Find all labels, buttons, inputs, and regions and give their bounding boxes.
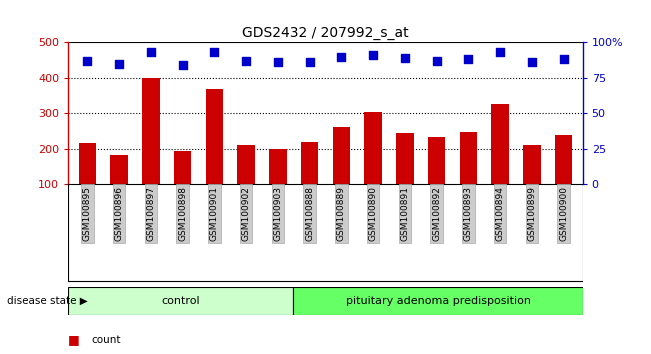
Point: [178, 62, 188, 68]
Bar: [460, 132, 477, 184]
Bar: [238, 145, 255, 184]
Text: GSM100888: GSM100888: [305, 186, 314, 241]
Bar: [555, 135, 572, 184]
Bar: [206, 88, 223, 184]
Point: [209, 50, 219, 55]
Point: [559, 57, 569, 62]
Bar: [294, 287, 583, 315]
Bar: [111, 155, 128, 184]
Text: GSM100903: GSM100903: [273, 186, 283, 241]
Text: GSM100895: GSM100895: [83, 186, 92, 241]
Bar: [428, 137, 445, 184]
Point: [432, 58, 442, 64]
Text: GSM100890: GSM100890: [368, 186, 378, 241]
Bar: [523, 145, 540, 184]
Text: GSM100899: GSM100899: [527, 186, 536, 241]
Title: GDS2432 / 207992_s_at: GDS2432 / 207992_s_at: [242, 26, 409, 40]
Text: control: control: [161, 296, 200, 306]
Point: [241, 58, 251, 64]
Bar: [333, 127, 350, 184]
Text: GSM100894: GSM100894: [495, 186, 505, 241]
Point: [114, 61, 124, 67]
Bar: [174, 151, 191, 184]
Bar: [79, 143, 96, 184]
Point: [273, 59, 283, 65]
Bar: [142, 78, 159, 184]
Bar: [68, 287, 294, 315]
Point: [146, 50, 156, 55]
Bar: [269, 149, 286, 184]
Text: GSM100897: GSM100897: [146, 186, 156, 241]
Text: GSM100898: GSM100898: [178, 186, 187, 241]
Bar: [492, 104, 509, 184]
Text: GSM100900: GSM100900: [559, 186, 568, 241]
Point: [527, 59, 537, 65]
Point: [368, 52, 378, 58]
Point: [82, 58, 92, 64]
Text: GSM100893: GSM100893: [464, 186, 473, 241]
Bar: [301, 142, 318, 184]
Text: GSM100891: GSM100891: [400, 186, 409, 241]
Bar: [365, 112, 382, 184]
Text: GSM100902: GSM100902: [242, 186, 251, 241]
Text: GSM100892: GSM100892: [432, 186, 441, 241]
Point: [495, 50, 505, 55]
Text: GSM100901: GSM100901: [210, 186, 219, 241]
Point: [463, 57, 473, 62]
Point: [336, 54, 346, 59]
Point: [400, 55, 410, 61]
Point: [305, 59, 315, 65]
Text: ■: ■: [68, 333, 80, 346]
Text: GSM100889: GSM100889: [337, 186, 346, 241]
Bar: [396, 133, 413, 184]
Text: count: count: [91, 335, 120, 345]
Text: disease state ▶: disease state ▶: [7, 296, 87, 306]
Text: GSM100896: GSM100896: [115, 186, 124, 241]
Text: pituitary adenoma predisposition: pituitary adenoma predisposition: [346, 296, 531, 306]
